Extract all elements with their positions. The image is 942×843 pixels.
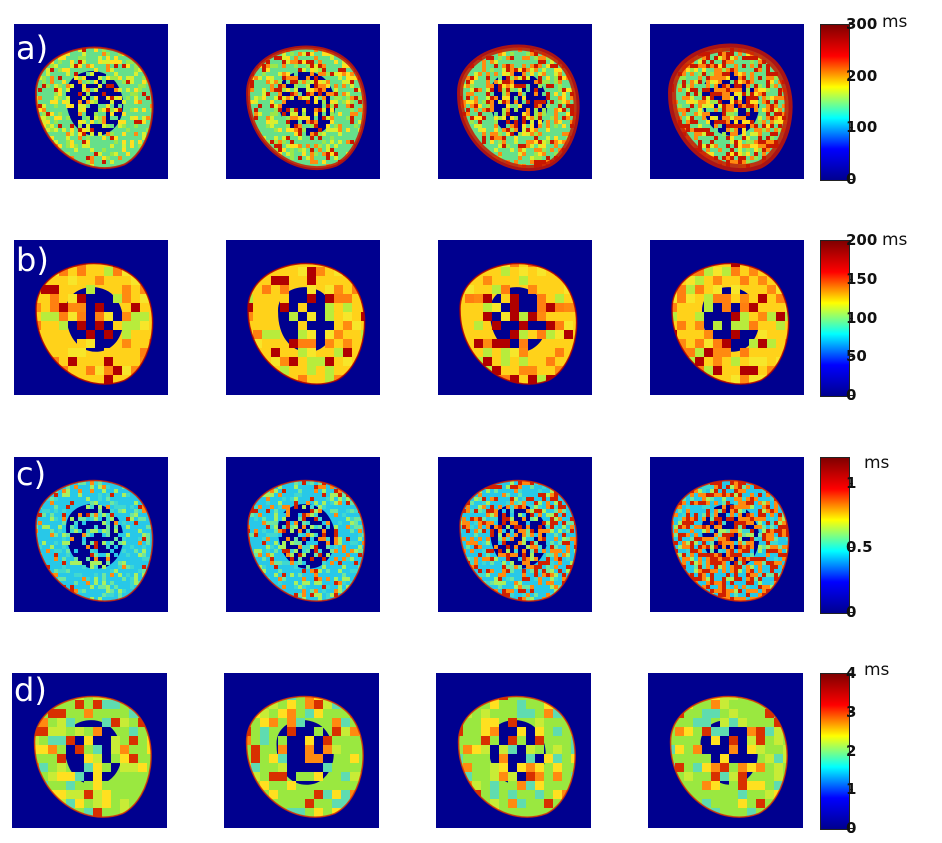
colorbar-tick-label-a: 300 (846, 15, 878, 33)
ring-map-c-2 (247, 479, 366, 602)
ring-map-c-1 (35, 479, 154, 602)
map-panel-b-1 (14, 240, 168, 395)
map-panel-c-4 (650, 457, 804, 612)
colorbar-tick-label-c: 0.5 (846, 538, 873, 556)
ring-map-d-4 (669, 695, 788, 818)
map-panel-a-1 (14, 24, 168, 179)
ring-map-c-4 (671, 479, 790, 602)
row-label-c: c) (16, 455, 47, 493)
colorbar-tick-label-d: 2 (846, 742, 857, 760)
ring-map-a-3 (457, 44, 580, 172)
ring-map-a-1 (35, 46, 154, 170)
map-panel-d-3 (436, 673, 591, 828)
colorbar-tick-label-b: 100 (846, 309, 878, 327)
ring-map-d-3 (457, 695, 576, 818)
colorbar-tickmark-c (849, 612, 853, 613)
colorbar-tick-label-a: 100 (846, 118, 878, 136)
colorbar-tick-label-d: 1 (846, 780, 857, 798)
map-panel-d-2 (224, 673, 379, 828)
ring-map-c-3 (459, 479, 578, 602)
colorbar-tickmark-d (849, 828, 853, 829)
map-panel-a-2 (226, 24, 380, 179)
colorbar-tick-label-b: 150 (846, 270, 878, 288)
map-panel-b-2 (226, 240, 380, 395)
colorbar-tickmark-a (849, 179, 853, 180)
ring-map-b-3 (459, 262, 578, 385)
ring-map-b-2 (247, 262, 366, 385)
colorbar-a (820, 24, 850, 181)
map-panel-b-3 (438, 240, 592, 395)
ring-map-b-1 (35, 262, 154, 385)
colorbar-tickmark-b (849, 318, 853, 319)
colorbar-tickmark-a (849, 24, 853, 25)
map-panel-a-3 (438, 24, 592, 179)
ring-map-a-4 (668, 43, 793, 173)
colorbar-tickmark-d (849, 712, 853, 713)
colorbar-tickmark-d (849, 789, 853, 790)
colorbar-tickmark-c (849, 483, 853, 484)
ring-map-d-1 (33, 695, 152, 818)
map-panel-d-1 (12, 673, 167, 828)
ring-map-a-2 (246, 45, 367, 171)
map-panel-c-2 (226, 457, 380, 612)
colorbar-tickmark-b (849, 279, 853, 280)
colorbar-tick-label-b: 0 (846, 386, 857, 404)
colorbar-tick-label-a: 200 (846, 67, 878, 85)
colorbar-tickmark-d (849, 751, 853, 752)
colorbar-tick-label-d: 0 (846, 819, 857, 837)
colorbar-tick-label-c: 0 (846, 603, 857, 621)
colorbar-tickmark-a (849, 76, 853, 77)
colorbar-tickmark-b (849, 240, 853, 241)
ring-map-d-2 (245, 695, 364, 818)
colorbar-tick-label-d: 4 (846, 664, 857, 682)
map-panel-d-4 (648, 673, 803, 828)
colorbar-tick-label-b: 200 (846, 231, 878, 249)
map-panel-c-3 (438, 457, 592, 612)
colorbar-c (820, 457, 850, 614)
row-label-d: d) (14, 671, 47, 709)
map-panel-b-4 (650, 240, 804, 395)
map-panel-a-4 (650, 24, 804, 179)
colorbar-tick-label-d: 3 (846, 703, 857, 721)
colorbar-tick-label-b: 50 (846, 347, 867, 365)
colorbar-tickmark-d (849, 673, 853, 674)
colorbar-tick-label-c: 1 (846, 474, 857, 492)
colorbar-unit-c: ms (864, 453, 890, 473)
row-label-a: a) (16, 29, 49, 67)
colorbar-tickmark-a (849, 127, 853, 128)
colorbar-d (820, 673, 850, 830)
colorbar-unit-a: ms (882, 12, 908, 32)
colorbar-tickmark-b (849, 356, 853, 357)
colorbar-unit-d: ms (864, 660, 890, 680)
colorbar-tickmark-b (849, 395, 853, 396)
row-label-b: b) (16, 241, 49, 279)
colorbar-tick-label-a: 0 (846, 170, 857, 188)
ring-map-b-4 (671, 262, 790, 385)
map-panel-c-1 (14, 457, 168, 612)
colorbar-tickmark-c (849, 547, 853, 548)
colorbar-unit-b: ms (882, 230, 908, 250)
